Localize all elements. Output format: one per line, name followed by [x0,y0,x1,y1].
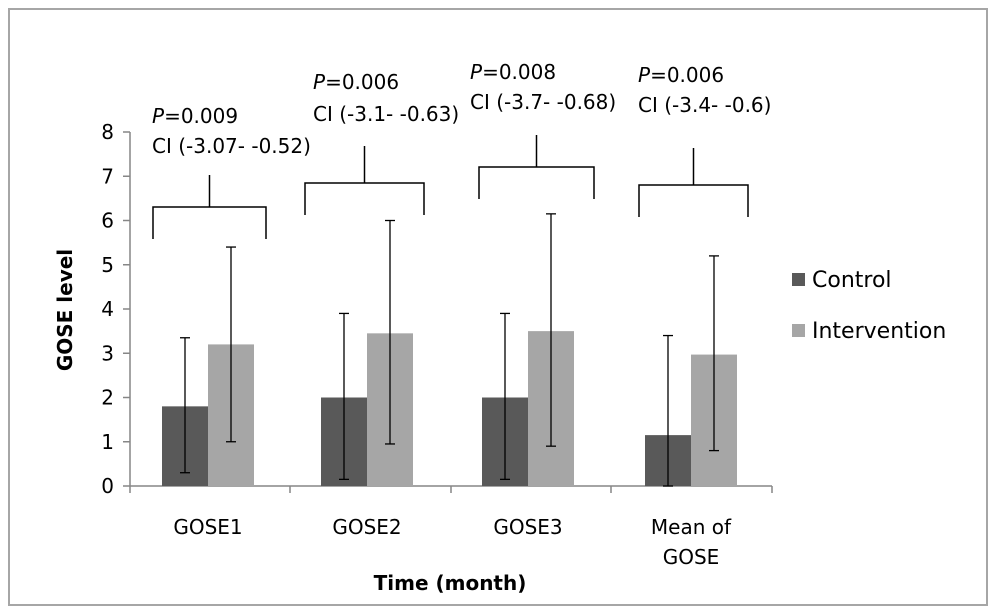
y-tick-label: 6 [101,209,114,233]
y-tick-label: 0 [101,474,114,498]
x-category-label: GOSE [663,545,720,569]
x-axis-title: Time (month) [374,571,527,595]
p-value: =0.006 [325,70,399,94]
y-tick-label: 1 [101,430,114,454]
ci-annotation: CI (-3.1- -0.63) [313,102,459,126]
significance-bracket [638,184,749,217]
significance-bracket [304,182,425,215]
p-value: =0.006 [650,63,724,87]
y-tick-label: 7 [101,164,114,188]
ci-annotation: CI (-3.4- -0.6) [638,93,771,117]
p-value-annotation: P=0.009 [152,104,238,128]
legend-swatch-control [792,273,805,286]
chart-frame [8,8,988,606]
p-value: =0.008 [482,60,556,84]
y-tick-label: 2 [101,386,114,410]
significance-bracket [478,166,595,199]
significance-bracket [152,206,267,239]
p-label: P [638,63,651,87]
legend-label-control: Control [812,268,892,293]
y-tick-label: 8 [101,120,114,144]
p-label: P [470,60,483,84]
x-category-label: GOSE3 [493,515,562,539]
p-label: P [152,104,165,128]
y-tick-label: 5 [101,253,114,277]
x-category-label: Mean of [651,515,732,539]
p-value-annotation: P=0.006 [313,70,399,94]
ci-annotation: CI (-3.7- -0.68) [470,90,616,114]
p-value-annotation: P=0.008 [470,60,556,84]
p-label: P [313,70,326,94]
y-tick-label: 4 [101,297,114,321]
legend-label-intervention: Intervention [812,319,946,344]
x-category-label: GOSE1 [173,515,242,539]
y-axis-title: GOSE level [53,249,77,371]
p-value-annotation: P=0.006 [638,63,724,87]
y-tick-label: 3 [101,341,114,365]
x-category-label: GOSE2 [332,515,401,539]
p-value: =0.009 [164,104,238,128]
legend-swatch-intervention [792,324,805,337]
ci-annotation: CI (-3.07- -0.52) [152,134,311,158]
